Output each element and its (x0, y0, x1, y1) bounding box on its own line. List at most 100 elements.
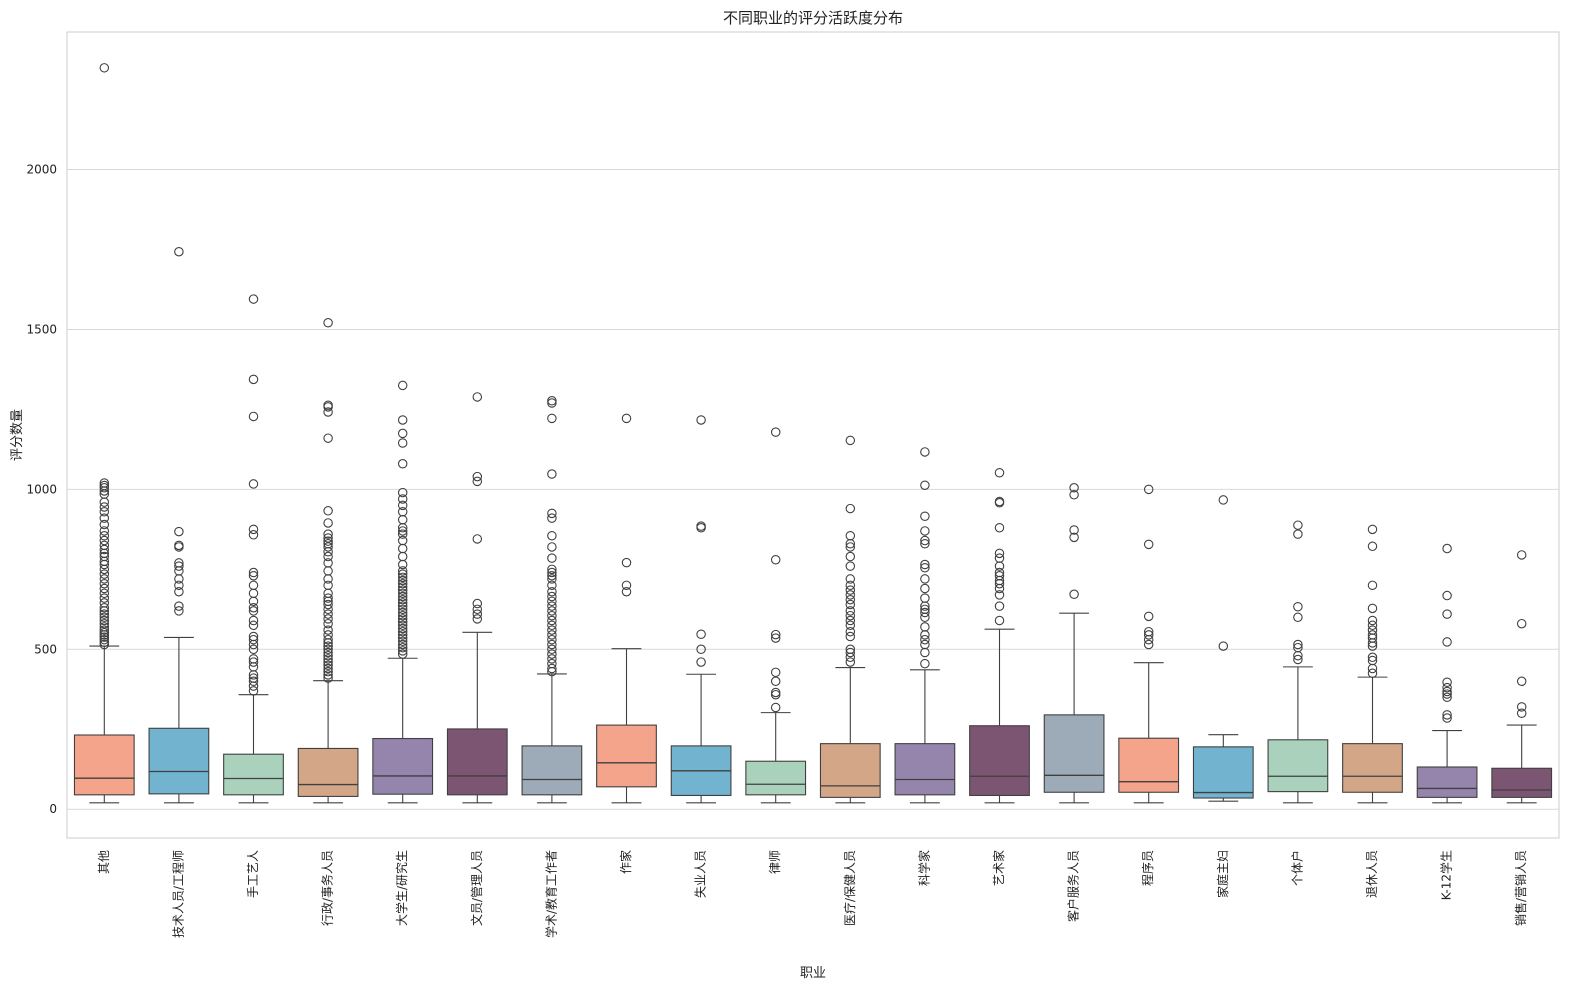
outlier-point (994, 601, 1005, 611)
outlier-point (99, 583, 110, 594)
outlier-point (397, 529, 408, 539)
outlier-point (920, 612, 930, 623)
box-12 (969, 467, 1030, 804)
x-tick-label: 其他 (97, 850, 111, 874)
outlier-point (1218, 641, 1229, 651)
outlier-point (397, 487, 408, 498)
outlier-point (621, 413, 632, 424)
outlier-point (248, 479, 259, 489)
outlier-point (547, 574, 557, 584)
outlier-point (397, 459, 408, 469)
box-19 (1491, 550, 1553, 804)
outlier-point (1516, 702, 1527, 712)
x-tick-label: 医疗/保健人员 (843, 850, 857, 926)
outlier-point (397, 551, 408, 562)
outlier-point (696, 657, 706, 667)
outlier-point (994, 578, 1005, 589)
iqr-box (372, 737, 434, 795)
outlier-point (323, 647, 333, 658)
outlier-point (397, 526, 408, 536)
outlier-point (845, 580, 856, 591)
outlier-point (1293, 529, 1303, 539)
outlier-point (397, 578, 408, 589)
box-16 (1267, 520, 1329, 804)
outlier-point (547, 639, 557, 650)
box-15 (1192, 495, 1254, 802)
outlier-point (323, 657, 333, 667)
outlier-point (1442, 682, 1452, 693)
outlier-point (397, 630, 408, 640)
outlier-point (323, 673, 333, 683)
outlier-point (547, 644, 557, 655)
outlier-point (547, 663, 557, 674)
outlier-point (845, 615, 856, 626)
outlier-point (323, 604, 333, 615)
outlier-point (994, 615, 1005, 626)
outlier-point (99, 588, 110, 599)
outlier-point (397, 588, 408, 599)
outlier-point (994, 583, 1005, 594)
outlier-point (397, 636, 408, 647)
outlier-point (397, 582, 408, 592)
x-tick-label: 客户服务人员 (1066, 850, 1081, 922)
outlier-point (1516, 550, 1527, 560)
outlier-point (1442, 543, 1452, 554)
outlier-point (1143, 639, 1154, 650)
outlier-point (994, 498, 1005, 508)
outlier-point (920, 639, 930, 650)
outlier-point (547, 513, 557, 523)
x-tick-label: 程序员 (1140, 850, 1155, 886)
outlier-point (323, 641, 333, 651)
outlier-point (323, 542, 333, 552)
outlier-point (547, 542, 557, 552)
outlier-point (397, 438, 408, 448)
outlier-point (323, 536, 333, 546)
outlier-point (1367, 638, 1378, 648)
outlier-point (1367, 641, 1378, 651)
outlier-point (920, 593, 930, 603)
outlier-point (323, 634, 333, 645)
outlier-point (845, 561, 856, 571)
outlier-point (547, 570, 557, 581)
outlier-point (920, 601, 930, 611)
outlier-point (472, 614, 483, 624)
outlier-point (99, 569, 110, 579)
iqr-box (1491, 767, 1553, 798)
outlier-point (99, 497, 110, 507)
outlier-point (397, 646, 408, 656)
outlier-point (99, 578, 110, 589)
outlier-point (99, 609, 110, 619)
outlier-point (397, 428, 408, 439)
outlier-point (770, 554, 781, 565)
outlier-point (397, 594, 408, 605)
outlier-point (397, 507, 408, 517)
outlier-point (547, 398, 557, 408)
box-5 (446, 392, 508, 804)
outlier-point (1442, 677, 1452, 687)
outlier-point (99, 486, 110, 496)
outlier-point (174, 606, 184, 616)
outlier-point (248, 686, 259, 696)
outlier-point (920, 622, 930, 632)
x-tick-label: 大学生/研究生 (394, 850, 409, 926)
outlier-point (696, 629, 706, 640)
outlier-point (472, 476, 483, 487)
outlier-point (323, 654, 333, 664)
outlier-point (845, 585, 856, 595)
outlier-point (1442, 637, 1452, 647)
outlier-point (1442, 590, 1452, 601)
outlier-point (99, 630, 110, 640)
outlier-point (174, 561, 184, 571)
outlier-point (248, 524, 259, 535)
outlier-point (1143, 634, 1154, 645)
outlier-point (845, 647, 856, 658)
outlier-point (920, 538, 930, 549)
outlier-point (547, 620, 557, 631)
outlier-point (547, 625, 557, 635)
outlier-point (920, 526, 930, 536)
outlier-point (547, 586, 557, 597)
outlier-point (323, 630, 333, 640)
outlier-point (547, 530, 557, 541)
outlier-point (397, 515, 408, 525)
outlier-point (547, 654, 557, 664)
